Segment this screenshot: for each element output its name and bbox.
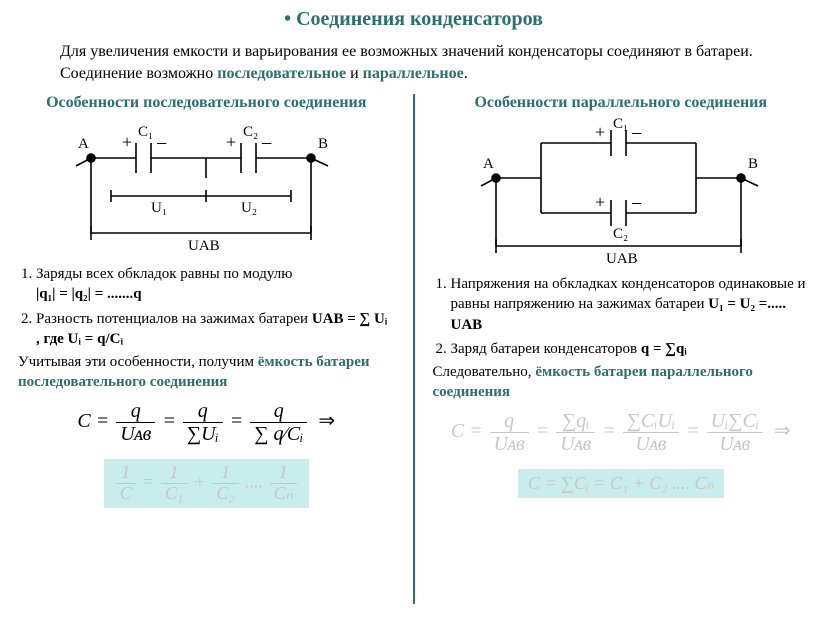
right-li2-text: Заряд батареи конденсаторов [451, 341, 641, 357]
columns: Особенности последовательного соединения [0, 90, 827, 604]
right-result-equation: C = ∑Cᵢ = C₁ + C₂ .... Cₙ [518, 469, 724, 498]
box-C1: C₁ [161, 484, 187, 504]
req-eq4: = [686, 420, 705, 442]
left-li2-text: Разность потенциалов на зажимах батареи [36, 311, 312, 327]
left-li1-eq: |q₁| = |q₂| = .......q [36, 286, 142, 302]
eq-eq3: = [230, 410, 249, 432]
left-li2: Разность потенциалов на зажимах батареи … [36, 309, 395, 350]
eq-den-qc: ∑ q⁄Cᵢ [250, 423, 307, 445]
title-bullet: • [284, 8, 296, 30]
pdiag-C1: C₁ [613, 118, 628, 132]
diag-plus1: + [122, 132, 132, 152]
eq-eq2: = [162, 410, 181, 432]
diag-minus2: − [261, 133, 272, 155]
diag-A: A [78, 136, 89, 152]
diag-U1: U₁ [151, 200, 167, 216]
box-1b: 1 [161, 463, 187, 484]
right-note: Следовательно, ёмкость батареи параллель… [433, 363, 810, 402]
eq-num-q2: q [183, 400, 223, 423]
diag-UAB: UАВ [188, 238, 220, 254]
intro-keyword-serial: последовательное [217, 65, 346, 82]
box-C2: C₂ [212, 484, 238, 504]
box-plus: + [194, 472, 211, 492]
req-eq3: = [602, 420, 621, 442]
intro-period: . [464, 65, 468, 82]
left-main-equation: C = qUᴀв = q∑Uᵢ = q∑ q⁄Cᵢ ⇒ [18, 400, 395, 445]
pdiag-C2: C₂ [613, 226, 628, 242]
eq-eq1: = [91, 410, 115, 432]
pdiag-A: A [483, 156, 494, 172]
right-column: Особенности параллельного соединения [415, 90, 827, 604]
pdiag-plus1: + [595, 122, 605, 142]
diag-C2: C₂ [243, 124, 258, 140]
box-C: C [116, 484, 136, 504]
right-note-prefix: Следовательно, [433, 364, 536, 380]
title-text: Соединения конденсаторов [296, 8, 543, 30]
diag-plus2: + [226, 132, 236, 152]
left-heading: Особенности последовательного соединения [18, 94, 395, 112]
box-Cn: Cₙ [270, 484, 297, 504]
page-title: • Соединения конденсаторов [0, 8, 827, 31]
pdiag-minus2: − [631, 193, 642, 215]
box-1c: 1 [212, 463, 238, 484]
req-num-q: q [490, 410, 529, 433]
right-li1: Напряжения на обкладках конденсаторов од… [451, 274, 810, 335]
req-den-uab4: Uᴀв [707, 433, 763, 455]
req-den-uab1: Uᴀв [490, 433, 529, 455]
intro-paragraph: Для увеличения емкости и варьирования ее… [60, 41, 767, 84]
box-1d: 1 [270, 463, 297, 484]
eq-num-q3: q [250, 400, 307, 423]
req-num-uisci: Uᵢ∑Cᵢ [707, 410, 763, 433]
left-li1: Заряды всех обкладок равны по модулю |q₁… [36, 264, 395, 305]
rbox-sumci: ∑Cᵢ [561, 473, 589, 493]
left-note: Учитывая эти особенности, получим ёмкост… [18, 353, 395, 392]
right-li2: Заряд батареи конденсаторов q = ∑qᵢ [451, 339, 810, 359]
eq-den-sumui: ∑Uᵢ [183, 423, 223, 445]
eq-den-uab: Uᴀв [116, 423, 155, 445]
box-dots: .... [245, 472, 268, 492]
right-heading: Особенности параллельного соединения [433, 94, 810, 112]
eq-arrow: ⇒ [318, 410, 335, 432]
parallel-diagram: A B C₁ C₂ + − + − UАВ [461, 118, 781, 268]
req-den-uab2: Uᴀв [556, 433, 595, 455]
intro-keyword-parallel: параллельное [363, 65, 464, 82]
req-eq2: = [536, 420, 555, 442]
req-arrow: ⇒ [774, 420, 791, 442]
series-diagram: A B C₁ C₂ + − + − U₁ U₂ UАВ [56, 118, 356, 258]
req-C: C [451, 420, 464, 442]
left-result-equation: 1C = 1C₁ + 1C₂ .... 1Cₙ [104, 459, 309, 508]
req-num-sciui: ∑CᵢUᵢ [623, 410, 679, 433]
box-1a: 1 [116, 463, 136, 484]
diag-B: B [318, 136, 328, 152]
diag-C1: C₁ [138, 124, 153, 140]
right-list: Напряжения на обкладках конденсаторов од… [451, 274, 810, 359]
eq-C: C [77, 410, 90, 432]
right-main-equation: C = qUᴀв = ∑qᵢUᴀв = ∑CᵢUᵢUᴀв = Uᵢ∑CᵢUᴀв … [433, 410, 810, 455]
req-eq1: = [464, 420, 488, 442]
intro-and: и [346, 65, 363, 82]
left-column: Особенности последовательного соединения [0, 90, 413, 604]
left-li1-text: Заряды всех обкладок равны по модулю [36, 266, 292, 282]
diag-U2: U₂ [241, 200, 257, 216]
pdiag-UAB: UАВ [606, 251, 638, 267]
rbox-rest: C₁ + C₂ .... Cₙ [610, 473, 714, 493]
rbox-eq: = [540, 473, 561, 493]
box-eq: = [142, 472, 159, 492]
rbox-C: C [528, 473, 540, 493]
pdiag-minus1: − [631, 123, 642, 145]
right-li2-eq: q = ∑qᵢ [641, 341, 687, 357]
pdiag-plus2: + [595, 192, 605, 212]
req-num-sqi: ∑qᵢ [556, 410, 595, 433]
pdiag-B: B [748, 156, 758, 172]
diag-minus1: − [156, 133, 167, 155]
req-den-uab3: Uᴀв [623, 433, 679, 455]
left-list: Заряды всех обкладок равны по модулю |q₁… [36, 264, 395, 349]
rbox-eq2: = [589, 473, 610, 493]
eq-num-q1: q [116, 400, 155, 423]
left-note-prefix: Учитывая эти особенности, получим [18, 354, 258, 370]
